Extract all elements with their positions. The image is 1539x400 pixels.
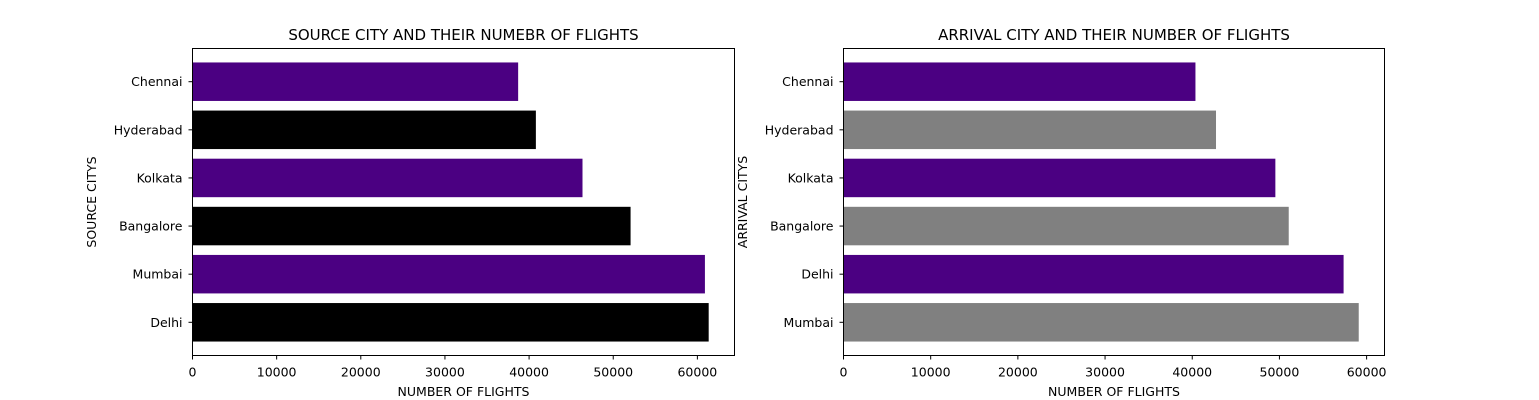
plot-frame	[192, 48, 735, 356]
chart-title: ARRIVAL CITY AND THEIR NUMBER OF FLIGHTS	[938, 26, 1290, 44]
y-tick-label: Chennai	[131, 74, 182, 89]
bar-chennai	[192, 62, 519, 101]
bars	[192, 62, 709, 342]
x-tick-label: 30000	[1085, 365, 1125, 380]
bar-kolkata	[192, 158, 583, 198]
bar-hyderabad	[843, 110, 1217, 150]
x-tick-label: 20000	[341, 365, 381, 380]
x-tick-label: 50000	[593, 365, 633, 380]
x-axis-label: NUMBER OF FLIGHTS	[1048, 384, 1180, 399]
x-tick-label: 10000	[257, 365, 297, 380]
bar-bangalore	[192, 206, 631, 246]
x-ticks: 0 10000 20000 30000 40000 50000 60000	[189, 355, 717, 380]
bar-hyderabad	[192, 110, 536, 150]
y-axis-label: ARRIVAL CITYS	[735, 156, 750, 249]
bar-bangalore	[843, 206, 1289, 246]
bar-kolkata	[843, 158, 1276, 198]
y-ticks: Mumbai Delhi Bangalore Kolkata Hyderabad Chen…	[765, 74, 844, 330]
bar-delhi	[192, 303, 709, 342]
y-axis-label: SOURCE CITYS	[84, 156, 99, 247]
y-tick-label: Hyderabad	[114, 122, 183, 137]
y-tick-label: Delhi	[150, 315, 182, 330]
bars	[843, 62, 1359, 342]
y-tick-label: Bangalore	[770, 219, 834, 234]
x-tick-label: 20000	[998, 365, 1038, 380]
bar-mumbai	[192, 254, 705, 294]
y-tick-label: Bangalore	[119, 219, 183, 234]
x-tick-label: 10000	[911, 365, 951, 380]
bar-chennai	[843, 62, 1196, 101]
x-tick-label: 60000	[1347, 365, 1387, 380]
bar-mumbai	[843, 303, 1359, 342]
y-ticks: Delhi Mumbai Bangalore Kolkata Hyderabad Chen…	[114, 74, 193, 330]
y-tick-label: Hyderabad	[765, 122, 834, 137]
y-tick-label: Mumbai	[133, 267, 183, 282]
x-tick-label: 40000	[509, 365, 549, 380]
x-tick-label: 30000	[425, 365, 465, 380]
plot-frame	[843, 48, 1385, 356]
x-tick-label: 50000	[1260, 365, 1300, 380]
x-tick-label: 60000	[677, 365, 717, 380]
y-tick-label: Kolkata	[788, 170, 834, 185]
x-tick-label: 0	[840, 365, 848, 380]
chart-title: SOURCE CITY AND THEIR NUMEBR OF FLIGHTS	[288, 26, 638, 44]
y-tick-label: Delhi	[801, 267, 833, 282]
y-tick-label: Chennai	[782, 74, 833, 89]
x-tick-label: 0	[189, 365, 197, 380]
x-axis-label: NUMBER OF FLIGHTS	[398, 384, 530, 399]
bar-delhi	[843, 254, 1344, 294]
x-ticks: 0 10000 20000 30000 40000 50000 60000	[840, 355, 1387, 380]
arrival-city-chart: ARRIVAL CITY AND THEIR NUMBER OF FLIGHTS…	[735, 26, 1387, 399]
y-tick-label: Kolkata	[137, 170, 183, 185]
y-tick-label: Mumbai	[784, 315, 834, 330]
x-tick-label: 40000	[1172, 365, 1212, 380]
source-city-chart: SOURCE CITY AND THEIR NUMEBR OF FLIGHTS …	[84, 26, 735, 399]
